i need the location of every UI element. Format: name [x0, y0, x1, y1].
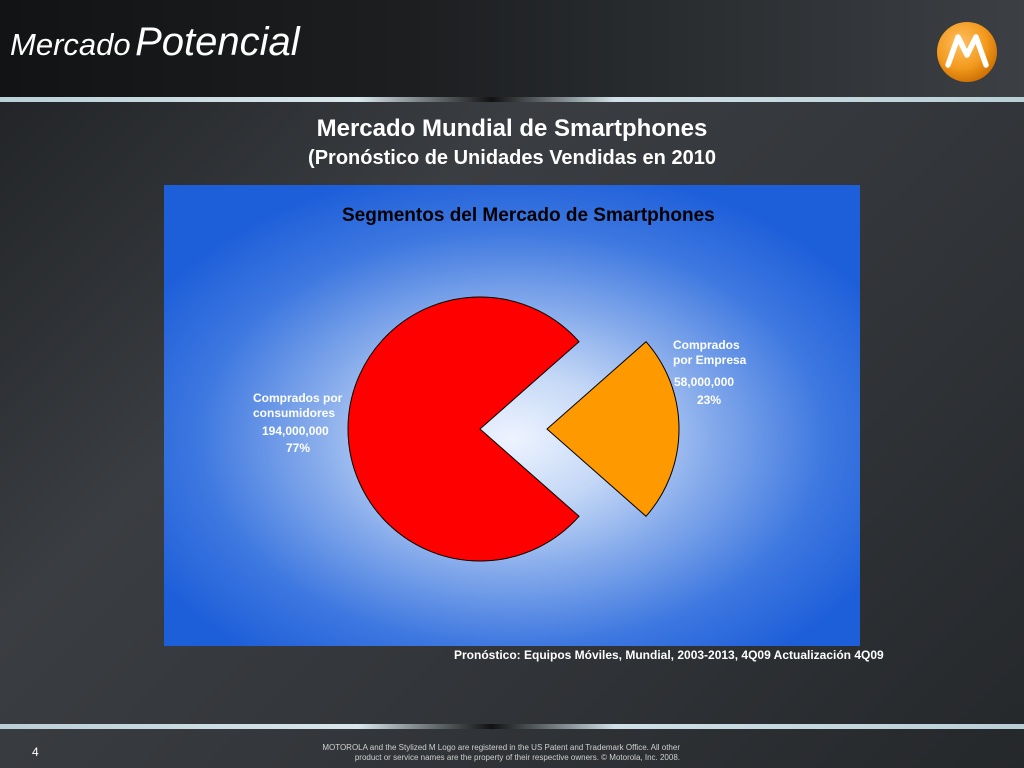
consumer-label-line1: Comprados por	[253, 391, 343, 405]
consumer-value-label: 194,000,000	[262, 424, 329, 438]
pie-slice-enterprise	[546, 341, 680, 517]
slide-title-part2: Potencial	[135, 20, 300, 64]
slide-heading: Mercado Mundial de Smartphones (Pronósti…	[0, 114, 1024, 172]
footer-legal-line1: MOTOROLA and the Stylized M Logo are reg…	[322, 743, 680, 752]
slide-title: Mercado Potencial	[10, 20, 300, 65]
footer-legal-line2: product or service names are the propert…	[354, 753, 680, 762]
slide-header	[0, 0, 1024, 98]
chart-title: Segmentos del Mercado de Smartphones	[342, 205, 715, 226]
pie-slice-consumers	[347, 296, 580, 562]
footer-legal-text: MOTOROLA and the Stylized M Logo are reg…	[280, 743, 680, 763]
motorola-m-logo-icon	[937, 22, 997, 82]
source-note: Pronóstico: Equipos Móviles, Mundial, 20…	[454, 648, 884, 662]
footer-divider	[0, 724, 1024, 729]
page-number: 4	[32, 745, 39, 759]
consumer-label-line2: consumidores	[253, 406, 336, 420]
chart-panel	[164, 185, 860, 646]
slide-title-part1: Mercado	[10, 27, 131, 62]
consumer-percent-label: 77%	[286, 441, 311, 455]
heading-line1: Mercado Mundial de Smartphones	[316, 115, 708, 142]
heading-line2: (Pronóstico de Unidades Vendidas en 2010	[308, 147, 716, 169]
header-divider	[0, 97, 1024, 102]
enterprise-label-line2: por Empresa	[673, 353, 747, 367]
pie-chart	[347, 296, 680, 562]
enterprise-percent-label: 23%	[697, 393, 722, 407]
enterprise-value-label: 58,000,000	[674, 375, 735, 389]
enterprise-label-line1: Comprados	[673, 338, 740, 352]
